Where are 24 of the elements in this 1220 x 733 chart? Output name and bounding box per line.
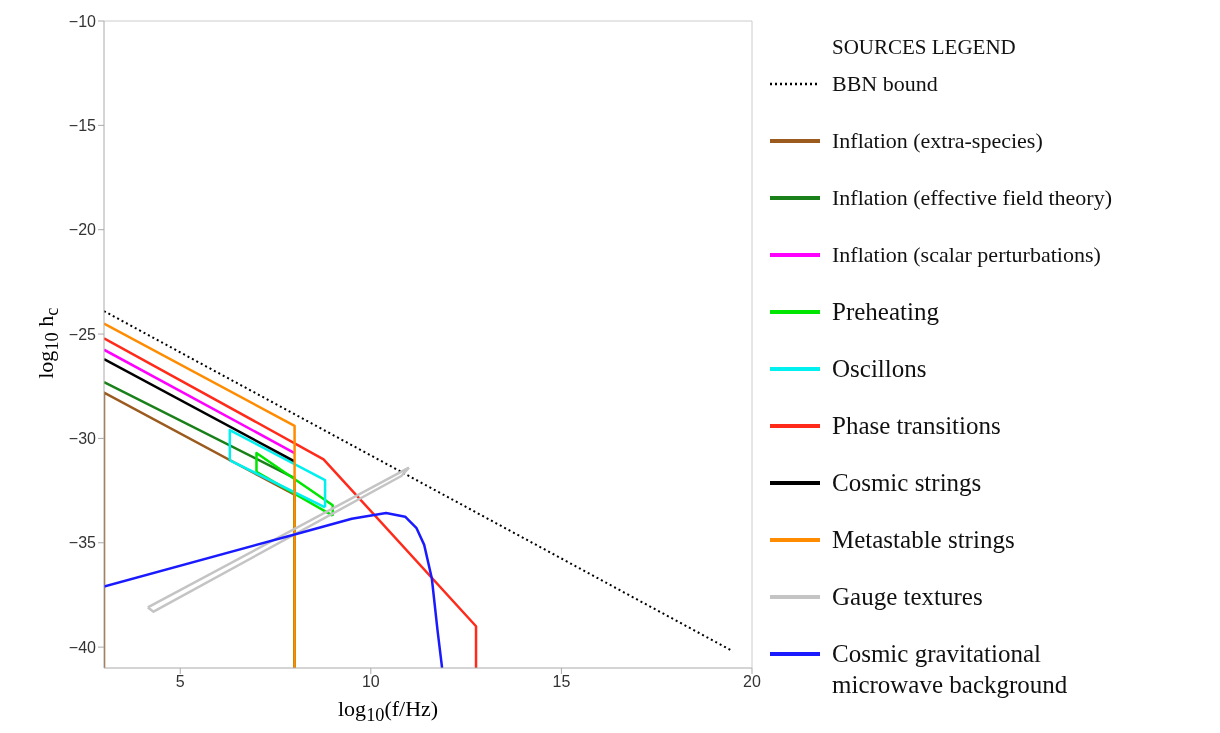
x-tick-label: 20 (743, 673, 761, 691)
legend-label: Cosmic gravitational microwave background (832, 639, 1069, 700)
x-tick-label: 10 (361, 673, 380, 691)
y-tick-label: −10 (68, 12, 97, 30)
x-tick-label: 15 (552, 673, 571, 691)
y-tick-label: −30 (68, 430, 97, 448)
y-tick-label: −35 (68, 534, 97, 552)
y-tick-label: −20 (68, 221, 97, 239)
legend-label: BBN bound (832, 70, 939, 98)
legend-label: Inflation (effective field theory) (832, 184, 1113, 212)
y-tick-label: −15 (68, 117, 97, 135)
x-tick-label: 5 (175, 673, 185, 691)
y-tick-label: −40 (68, 638, 97, 656)
x-axis-title: log$_{10}$(f/Hz) (338, 696, 439, 727)
legend-label: Phase transitions (832, 411, 1002, 441)
legend-label: Oscillons (832, 354, 928, 384)
y-tick-label: −25 (68, 325, 97, 343)
legend-label: Cosmic strings (832, 468, 983, 498)
legend-title: SOURCES LEGEND (832, 34, 1017, 61)
legend-label: Inflation (scalar perturbations) (832, 241, 1102, 269)
legend-label: Gauge textures (832, 582, 984, 612)
legend-label: Inflation (extra-species) (832, 127, 1044, 155)
legend-label: Preheating (832, 297, 940, 327)
legend-label: Metastable strings (832, 525, 1016, 555)
